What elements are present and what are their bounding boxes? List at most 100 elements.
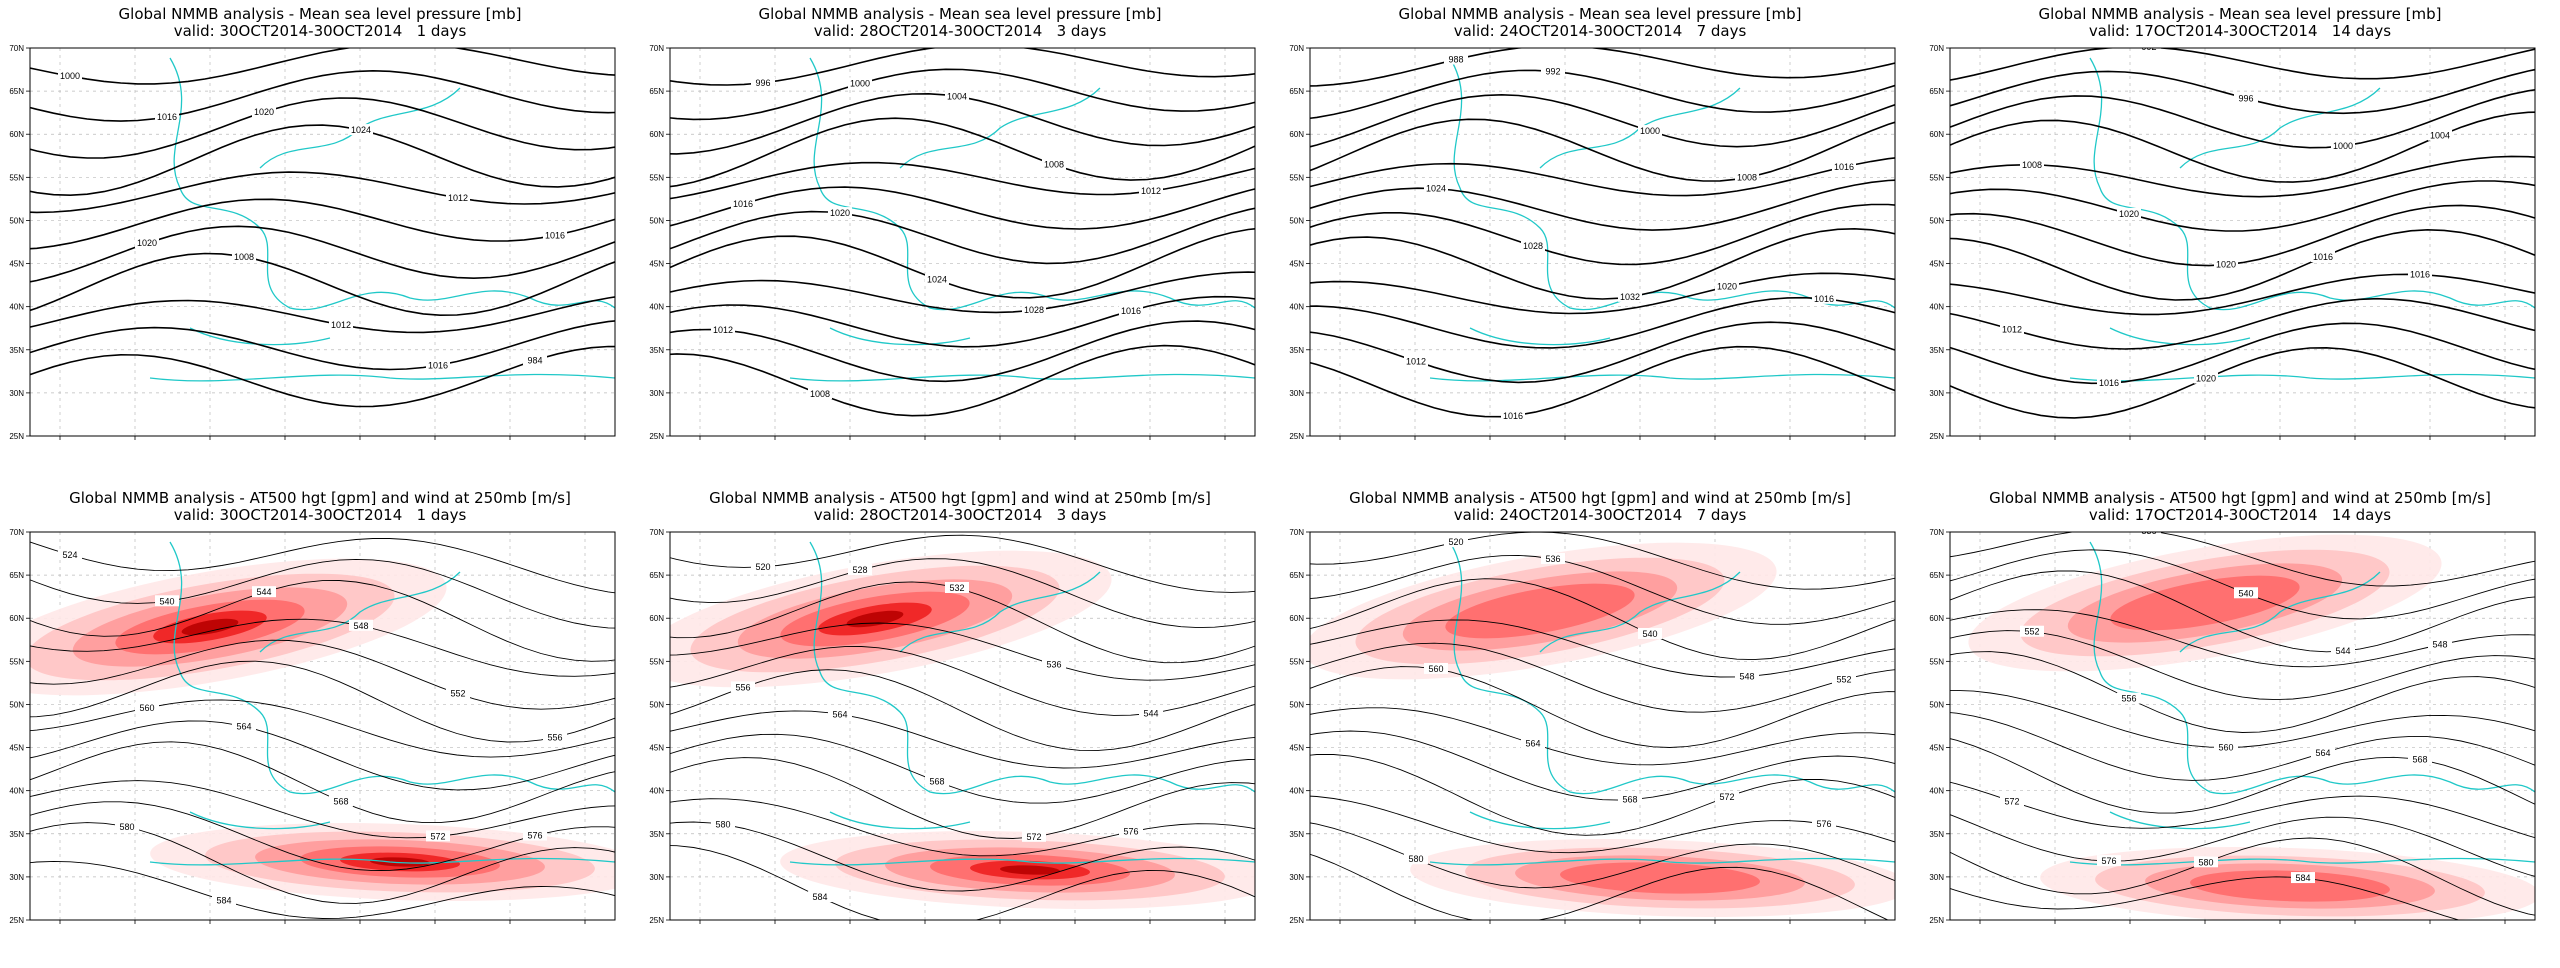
contour-label: 572 [430, 831, 445, 841]
pressure-contour [30, 171, 615, 214]
pressure-contour [670, 228, 1255, 299]
map-panel-3: Global NMMB analysis - Mean sea level pr… [1280, 0, 1920, 484]
contour-label: 556 [735, 682, 750, 692]
lat-tick-label: 60N [9, 614, 24, 623]
map-panel-6: Global NMMB analysis - AT500 hgt [gpm] a… [640, 484, 1280, 968]
pressure-contour [670, 344, 1255, 417]
contour-label: 988 [1448, 54, 1463, 64]
lat-tick-label: 50N [1289, 216, 1304, 225]
contour-label: 1016 [2099, 378, 2119, 388]
lat-tick-label: 30N [1289, 873, 1304, 882]
contour-label: 560 [139, 703, 154, 713]
height-contour [670, 798, 1255, 857]
contour-label: 536 [1545, 554, 1560, 564]
map-plot: 520 528 532 536 544 556 564 568 572 576 580 584 70N 6… [649, 528, 1256, 924]
contour-label: 544 [256, 587, 271, 597]
contour-label: 576 [1123, 827, 1138, 837]
pressure-contour [1950, 180, 2535, 232]
lat-tick-label: 40N [9, 303, 24, 312]
map-panel-1: Global NMMB analysis - Mean sea level pr… [0, 0, 640, 484]
contour-label: 528 [852, 565, 867, 575]
lat-tick-label: 50N [1289, 700, 1304, 709]
contour-label: 548 [1739, 671, 1754, 681]
lat-tick-label: 25N [1289, 432, 1304, 440]
height-contour [1950, 876, 2461, 920]
contour-label: 520 [755, 562, 770, 572]
contour-label: 1016 [428, 360, 448, 370]
lat-tick-label: 70N [1929, 528, 1944, 537]
contour-label: 548 [2432, 640, 2447, 650]
pressure-contour [30, 296, 615, 334]
pressure-contour [1310, 272, 1895, 315]
height-contour [1310, 795, 1895, 854]
contour-label: 540 [2238, 588, 2253, 598]
height-contour [30, 780, 615, 839]
lat-tick-label: 50N [9, 700, 24, 709]
contour-label: 580 [1408, 854, 1423, 864]
height-contour [1950, 712, 2535, 781]
height-contour [1950, 814, 2535, 877]
pressure-contour [30, 48, 615, 85]
wind-speed-shading [1445, 583, 1635, 639]
height-contour [30, 558, 615, 629]
lat-tick-label: 40N [1929, 787, 1944, 796]
height-contour [1950, 837, 2535, 916]
lat-tick-label: 40N [1289, 303, 1304, 312]
coastline [2069, 57, 2535, 382]
height-contour [30, 660, 615, 743]
height-contour [30, 639, 615, 710]
contour-label: 548 [353, 621, 368, 631]
panel-title: Global NMMB analysis - Mean sea level pr… [118, 5, 522, 23]
height-contour [1310, 730, 1895, 801]
contour-label: 568 [2412, 755, 2427, 765]
contour-label: 1016 [545, 230, 565, 240]
pressure-contour [670, 117, 1255, 188]
lat-tick-label: 25N [1929, 432, 1944, 440]
height-contour [1310, 666, 1895, 748]
lat-tick-label: 25N [9, 432, 24, 440]
lat-tick-label: 45N [1929, 260, 1944, 269]
lat-tick-label: 65N [1289, 571, 1304, 580]
lat-tick-label: 55N [1929, 173, 1944, 182]
lat-tick-label: 65N [649, 571, 664, 580]
lat-tick-label: 45N [1289, 744, 1304, 753]
contour-label: 1020 [830, 208, 850, 218]
wind-speed-shading [1000, 865, 1060, 875]
pressure-contour [1950, 322, 2535, 385]
contour-label: 1012 [2002, 324, 2022, 334]
panel-valid-period: valid: 28OCT2014-30OCT2014 3 days [813, 506, 1107, 524]
height-contour [1310, 853, 1889, 920]
contour-label: 1008 [234, 252, 254, 262]
lat-tick-label: 70N [1289, 44, 1304, 53]
contour-label: 1012 [1406, 356, 1426, 366]
lat-tick-label: 55N [1289, 173, 1304, 182]
panel-title: Global NMMB analysis - AT500 hgt [gpm] a… [709, 489, 1211, 507]
height-contour [30, 741, 615, 824]
contour-label: 556 [2121, 694, 2136, 704]
height-contour [1950, 689, 2535, 748]
height-contour [1950, 532, 2535, 587]
height-contour [1310, 578, 1895, 661]
contour-label: 576 [527, 831, 542, 841]
pressure-contour [670, 161, 1255, 200]
panel-title: Global NMMB analysis - AT500 hgt [gpm] a… [1989, 489, 2491, 507]
contour-label: 552 [1836, 675, 1851, 685]
contour-label: 996 [2238, 93, 2253, 103]
contour-label: 1000 [1640, 126, 1660, 136]
contour-label: 1024 [351, 125, 371, 135]
coastline [789, 541, 1255, 866]
lat-tick-label: 35N [9, 346, 24, 355]
contour-label: 1000 [850, 79, 870, 89]
pressure-contour [30, 97, 615, 159]
contour-label: 564 [236, 721, 251, 731]
lat-tick-label: 35N [649, 830, 664, 839]
lat-tick-label: 70N [1929, 44, 1944, 53]
pressure-contour [670, 186, 1255, 230]
height-contour [30, 580, 615, 662]
contour-label: 1016 [1503, 411, 1523, 421]
lat-tick-label: 60N [649, 614, 664, 623]
panel-valid-period: valid: 17OCT2014-30OCT2014 14 days [2088, 506, 2392, 524]
contour-label: 1032 [1620, 292, 1640, 302]
pressure-contour [30, 320, 615, 371]
pressure-contour [1950, 273, 2535, 316]
